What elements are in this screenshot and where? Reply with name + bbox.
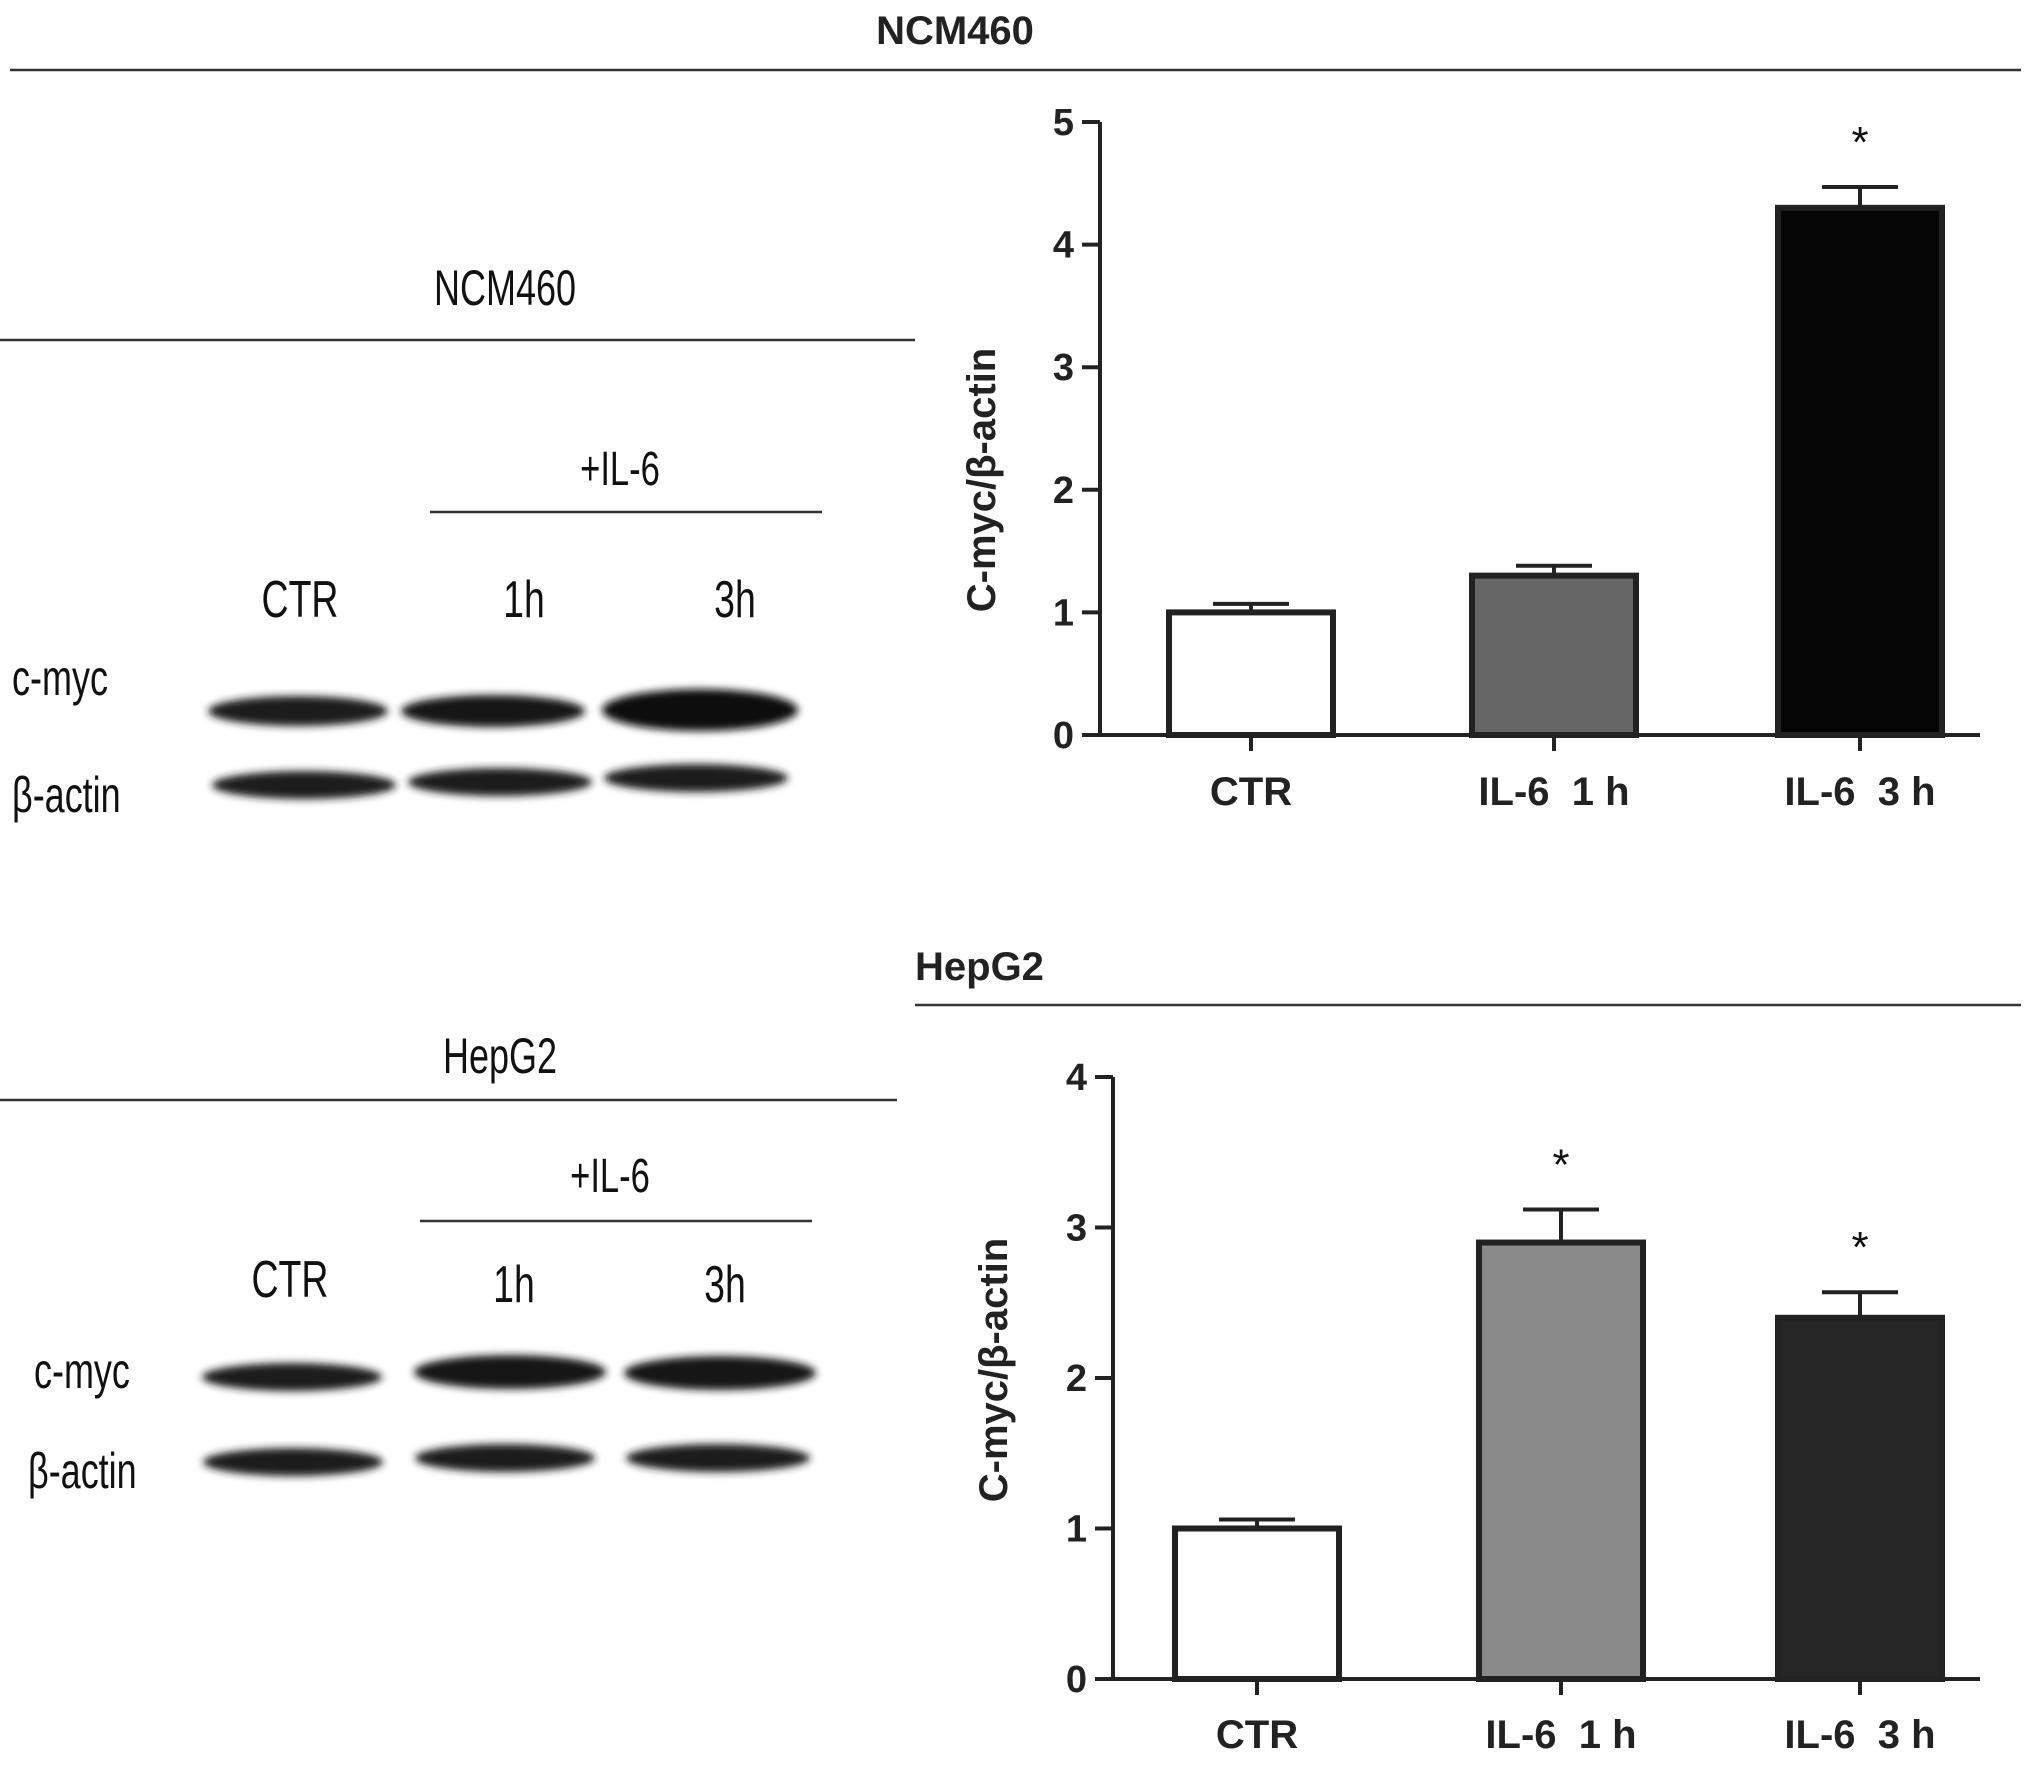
y-tick-label: 1: [1066, 1509, 1087, 1551]
y-tick-label: 1: [1053, 592, 1074, 634]
x-tick-label: IL-6 3 h: [1784, 770, 1935, 814]
blot-cell-line-title: HepG2: [443, 1029, 557, 1084]
lane-label-ctr: CTR: [262, 570, 339, 629]
y-tick-label: 4: [1066, 1057, 1087, 1099]
figure-title: NCM460: [876, 9, 1034, 53]
lane-label-1h: 1h: [493, 1255, 535, 1314]
blot-panel-ncm460: NCM460 +IL-6 CTR 1h 3h c-myc β-actin: [0, 261, 915, 823]
bar: [1476, 1239, 1646, 1683]
band-beta-actin-3h: [626, 1444, 810, 1472]
treatment-header: +IL-6: [580, 441, 660, 495]
blot-panel-hepg2: HepG2 +IL-6 CTR 1h 3h c-myc β-actin: [0, 1029, 897, 1499]
blot-cell-line-title: NCM460: [434, 261, 576, 316]
y-tick-label: 4: [1053, 225, 1074, 267]
band-beta-actin-1h: [415, 1444, 595, 1472]
band-beta-actin-ctr: [212, 771, 396, 799]
lane-label-ctr: CTR: [252, 1250, 329, 1309]
bar: [1166, 609, 1336, 739]
band-c-myc-ctr: [208, 696, 388, 726]
bar-chart-hepg2: C-myc/β-actin 0 1 2 3 4 CTR IL-6 1 h * IL-6 3 h *: [972, 1057, 1980, 1757]
band-c-myc-1h: [401, 695, 585, 727]
band-c-myc-3h: [624, 1356, 816, 1390]
band-c-myc-3h: [602, 689, 798, 731]
lane-label-3h: 3h: [714, 570, 756, 629]
row-label-c-myc: c-myc: [12, 651, 108, 706]
y-axis-label: C-myc/β-actin: [960, 348, 1004, 612]
y-tick-label: 0: [1066, 1659, 1087, 1701]
bar: [1775, 204, 1945, 738]
y-tick-label: 2: [1053, 470, 1074, 512]
band-beta-actin-3h: [604, 764, 788, 792]
lane-label-1h: 1h: [503, 570, 545, 629]
y-tick-label: 0: [1053, 715, 1074, 757]
western-blot-bands: [202, 1355, 816, 1476]
row-label-beta-actin: β-actin: [12, 768, 121, 823]
band-beta-actin-1h: [408, 768, 592, 796]
y-tick-label: 3: [1053, 347, 1074, 389]
treatment-header: +IL-6: [570, 1148, 650, 1202]
significance-marker: *: [1851, 118, 1868, 167]
x-tick-label: IL-6 3 h: [1784, 1713, 1935, 1757]
row-label-c-myc: c-myc: [34, 1344, 130, 1399]
significance-marker: *: [1552, 1140, 1569, 1189]
x-tick-label: CTR: [1216, 1713, 1298, 1757]
row-label-beta-actin: β-actin: [28, 1444, 137, 1499]
y-axis-label: C-myc/β-actin: [972, 1238, 1016, 1502]
bar: [1469, 572, 1639, 738]
bar: [1172, 1525, 1342, 1682]
lane-label-3h: 3h: [704, 1255, 746, 1314]
bar-chart-ncm460: C-myc/β-actin 0 1 2 3 4 5 CTR IL-6 1 h IL-6 3 h *: [960, 102, 1980, 814]
band-c-myc-1h: [414, 1355, 606, 1389]
chart-title-hepg2: HepG2: [915, 945, 1044, 989]
y-tick-label: 2: [1066, 1358, 1087, 1400]
band-c-myc-ctr: [202, 1363, 382, 1391]
x-tick-label: CTR: [1210, 770, 1292, 814]
y-tick-label: 5: [1053, 102, 1074, 144]
bar: [1775, 1314, 1945, 1683]
x-tick-label: IL-6 1 h: [1485, 1713, 1636, 1757]
western-blot-bands: [208, 689, 798, 799]
band-beta-actin-ctr: [203, 1448, 383, 1476]
significance-marker: *: [1851, 1223, 1868, 1272]
x-tick-label: IL-6 1 h: [1478, 770, 1629, 814]
y-tick-label: 3: [1066, 1208, 1087, 1250]
